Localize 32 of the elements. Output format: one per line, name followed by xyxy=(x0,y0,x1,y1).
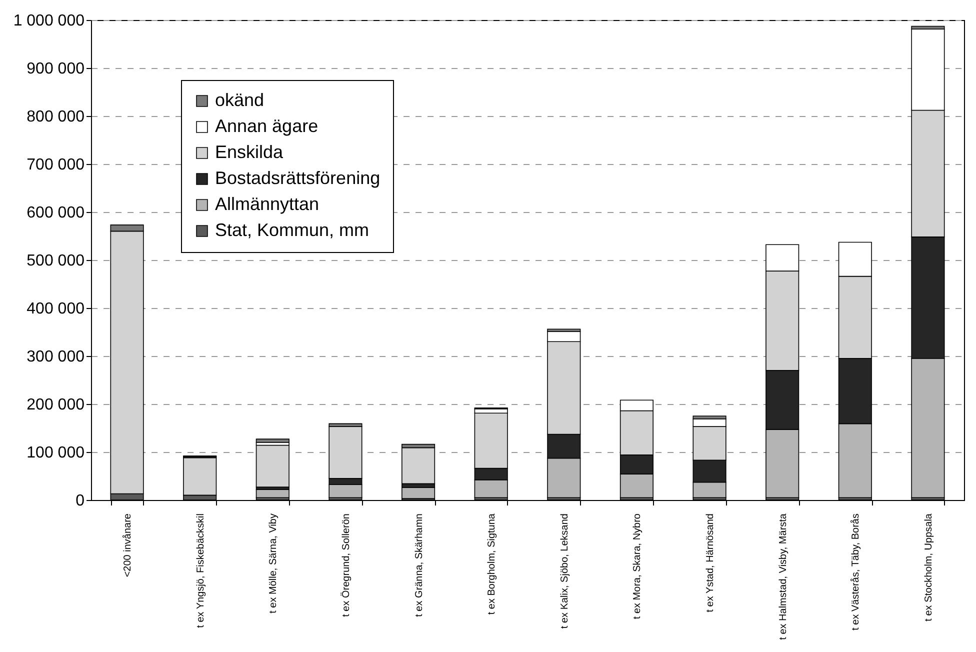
bar xyxy=(256,438,290,443)
legend-label: Bostadsrättsförening xyxy=(215,168,380,188)
legend-label: Allmännyttan xyxy=(215,194,320,214)
x-tick-label: t ex Kalix, Sjöbo, Leksand xyxy=(559,514,570,629)
legend-label: Annan ägare xyxy=(215,116,318,136)
y-tick-label: 600 000 xyxy=(26,204,85,222)
x-tick-label: t ex Stockholm, Uppsala xyxy=(923,513,934,622)
y-tick-label: 700 000 xyxy=(26,156,85,174)
y-tick-label: 200 000 xyxy=(26,396,85,414)
y-tick-label: 500 000 xyxy=(26,252,85,270)
y-tick-label: 0 xyxy=(76,492,85,510)
y-tick-label: 800 000 xyxy=(26,108,85,126)
x-tick-label: t ex Västerås, Täby, Borås xyxy=(850,514,862,630)
y-tick-label: 400 000 xyxy=(26,300,85,318)
x-tick-label: t ex Ystad, Härnösand xyxy=(705,514,716,612)
x-tick-label: t ex Halmstad, Visby, Märsta xyxy=(778,513,789,640)
legend-label: Stat, Kommun, mm xyxy=(215,220,370,240)
bar xyxy=(256,444,290,488)
x-tick-label: <200 invånare xyxy=(122,513,134,578)
legend-label: okänd xyxy=(215,90,264,110)
x-tick-label: t ex Öregrund, Sollerön xyxy=(340,514,352,617)
y-tick-label: 100 000 xyxy=(26,444,85,462)
y-tick-label: 1 000 000 xyxy=(13,12,85,30)
x-tick-label: t ex Gränna, Skärhamn xyxy=(414,514,425,617)
y-tick-label: 900 000 xyxy=(26,60,85,78)
bar xyxy=(402,447,436,484)
legend-label: Enskilda xyxy=(215,142,284,162)
y-tick-label: 300 000 xyxy=(26,348,85,366)
x-tick-label: t ex Mölle, Särna, Viby xyxy=(268,514,280,614)
x-tick-label: t ex Yngsjö, Fiskebäckskil xyxy=(195,514,206,628)
x-tick-label: t ex Mora, Skara, Nybro xyxy=(632,513,644,620)
x-tick-label: t ex Borgholm, Sigtuna xyxy=(486,513,498,615)
